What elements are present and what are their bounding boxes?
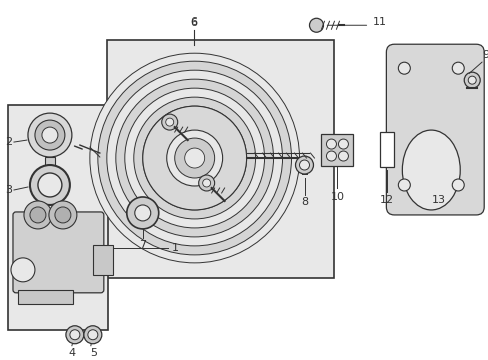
- Text: 5: 5: [90, 348, 97, 358]
- Circle shape: [398, 179, 409, 191]
- Circle shape: [11, 258, 35, 282]
- Bar: [106, 40, 334, 278]
- Circle shape: [70, 330, 80, 340]
- Circle shape: [35, 120, 65, 150]
- Circle shape: [162, 114, 177, 130]
- Text: 11: 11: [372, 17, 386, 27]
- Circle shape: [174, 138, 214, 178]
- Circle shape: [463, 72, 479, 88]
- Circle shape: [88, 330, 98, 340]
- Circle shape: [299, 160, 309, 170]
- Circle shape: [202, 179, 210, 187]
- Circle shape: [326, 151, 336, 161]
- Circle shape: [451, 179, 463, 191]
- Text: 2: 2: [5, 137, 13, 147]
- Circle shape: [142, 106, 246, 210]
- Text: 3: 3: [5, 185, 13, 195]
- Circle shape: [90, 53, 299, 263]
- Circle shape: [309, 18, 323, 32]
- Circle shape: [124, 88, 264, 228]
- Circle shape: [338, 139, 348, 149]
- Circle shape: [295, 156, 313, 174]
- Bar: [8, 105, 107, 330]
- Circle shape: [198, 175, 214, 191]
- Circle shape: [42, 127, 58, 143]
- Circle shape: [134, 97, 255, 219]
- Circle shape: [135, 205, 150, 221]
- Circle shape: [184, 148, 204, 168]
- Circle shape: [106, 70, 282, 246]
- Text: 13: 13: [431, 195, 446, 205]
- Circle shape: [66, 326, 83, 344]
- Text: 10: 10: [330, 192, 344, 202]
- Text: 9: 9: [482, 50, 488, 60]
- Bar: [93, 245, 113, 275]
- Circle shape: [398, 62, 409, 74]
- Circle shape: [49, 201, 77, 229]
- Text: 1: 1: [172, 243, 179, 253]
- Circle shape: [30, 207, 46, 223]
- Circle shape: [166, 130, 222, 186]
- Circle shape: [326, 139, 336, 149]
- Circle shape: [451, 62, 463, 74]
- FancyBboxPatch shape: [13, 212, 103, 293]
- Circle shape: [38, 173, 62, 197]
- Text: 12: 12: [380, 195, 394, 205]
- Circle shape: [338, 151, 348, 161]
- FancyBboxPatch shape: [386, 44, 483, 215]
- Circle shape: [24, 201, 52, 229]
- Text: 4: 4: [68, 348, 75, 358]
- Circle shape: [165, 118, 173, 126]
- Ellipse shape: [402, 130, 459, 210]
- Circle shape: [30, 165, 70, 205]
- Circle shape: [468, 76, 475, 84]
- Bar: [18, 290, 73, 304]
- Circle shape: [116, 79, 273, 237]
- Text: 7: 7: [139, 240, 146, 250]
- Bar: [45, 157, 55, 169]
- Circle shape: [142, 106, 246, 210]
- Circle shape: [98, 61, 291, 255]
- Circle shape: [126, 197, 159, 229]
- Circle shape: [55, 207, 71, 223]
- Circle shape: [28, 113, 72, 157]
- Bar: [321, 134, 353, 166]
- Bar: [380, 132, 393, 167]
- Text: 8: 8: [300, 197, 307, 207]
- Text: 6: 6: [190, 18, 197, 28]
- Text: 6: 6: [190, 17, 197, 27]
- Circle shape: [83, 326, 102, 344]
